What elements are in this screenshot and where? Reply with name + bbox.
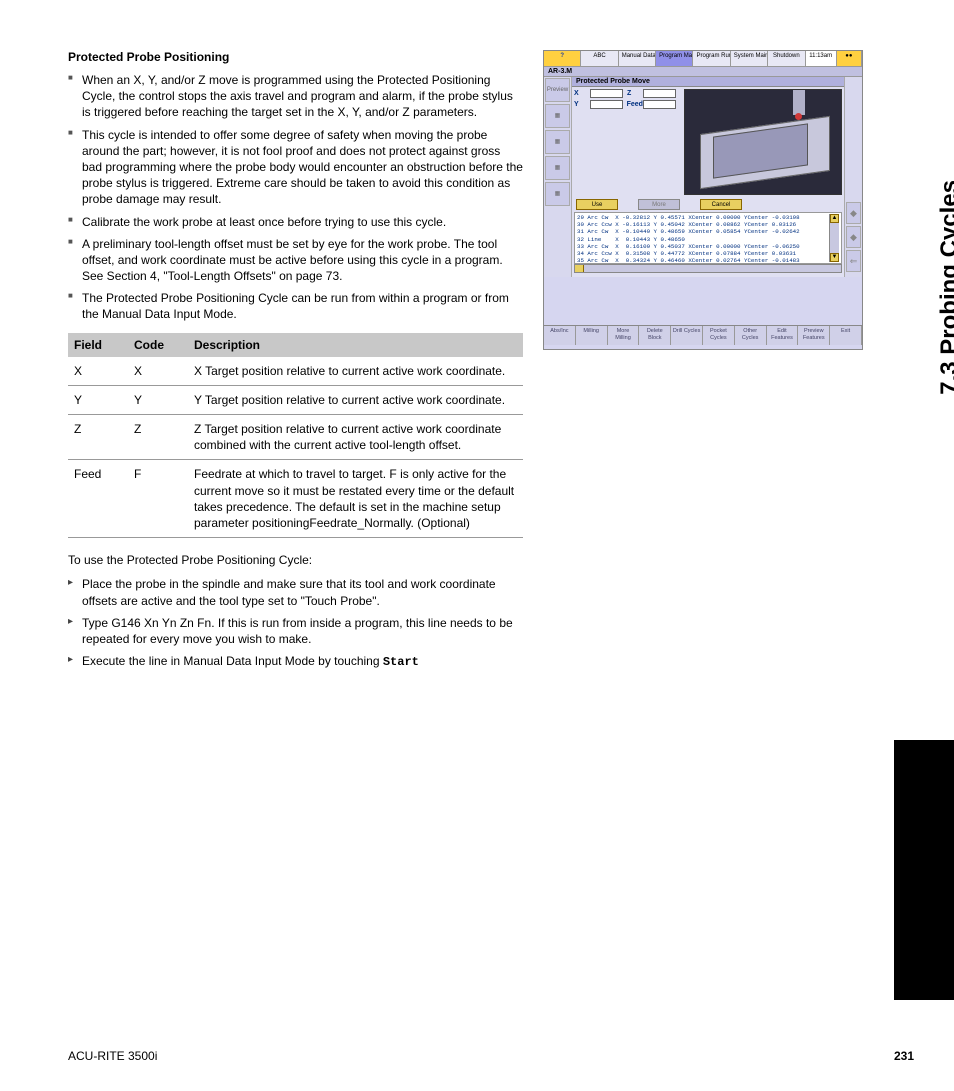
bottom-button[interactable]: Drill Cycles xyxy=(671,326,703,345)
cnc-screenshot: ? ABC Manual Data Input Program Manageme… xyxy=(543,50,863,350)
bullet-item: When an X, Y, and/or Z move is programme… xyxy=(68,72,523,121)
inputs-area: X Z Y Feed xyxy=(572,87,682,197)
scroll-down-icon[interactable]: ▼ xyxy=(830,253,839,262)
bottom-button[interactable]: Abs/Inc xyxy=(544,326,576,345)
cancel-button[interactable]: Cancel xyxy=(700,199,742,210)
bottom-button[interactable]: Milling xyxy=(576,326,608,345)
cell-field: Y xyxy=(68,385,128,414)
bottom-button[interactable]: Pocket Cycles xyxy=(703,326,735,345)
right-sidebar: ◆ ◆ ⇐ xyxy=(844,77,862,277)
topbar-item[interactable]: Manual Data Input xyxy=(619,51,656,66)
cell-code: Y xyxy=(128,385,188,414)
3d-probe-shaft xyxy=(793,90,805,115)
usage-intro: To use the Protected Probe Positioning C… xyxy=(68,552,523,568)
bullet-item: A preliminary tool-length offset must be… xyxy=(68,236,523,285)
more-button: More xyxy=(638,199,680,210)
cell-code: Z xyxy=(128,415,188,460)
3d-probe-tip xyxy=(795,113,802,120)
bottom-button[interactable]: More Milling xyxy=(608,326,640,345)
3d-preview xyxy=(684,89,842,195)
topbar-item[interactable]: Program Run xyxy=(693,51,730,66)
arrow-item: Execute the line in Manual Data Input Mo… xyxy=(68,653,523,670)
cell-desc: Y Target position relative to current ac… xyxy=(188,385,523,414)
arrow-item: Place the probe in the spindle and make … xyxy=(68,576,523,608)
panel-title: Protected Probe Move xyxy=(572,77,844,87)
left-sidebar: Preview ▦ ▦ ▦ ▦ xyxy=(544,77,572,277)
footer-page-number: 231 xyxy=(894,1049,914,1063)
input-label-feed: Feed xyxy=(627,101,643,108)
side-nav-button[interactable]: ◆ xyxy=(846,202,861,224)
input-label-y: Y xyxy=(574,101,590,108)
input-x[interactable] xyxy=(590,89,623,98)
cell-field: X xyxy=(68,357,128,386)
cell-desc: Z Target position relative to current ac… xyxy=(188,415,523,460)
vscrollbar[interactable]: ▲▼ xyxy=(829,214,839,262)
side-nav-button[interactable]: ◆ xyxy=(846,226,861,248)
bullet-item: Calibrate the work probe at least once b… xyxy=(68,214,523,230)
scroll-up-icon[interactable]: ▲ xyxy=(830,214,839,223)
side-nav-button[interactable]: ⇐ xyxy=(846,250,861,272)
table-header-desc: Description xyxy=(188,333,523,357)
footer-product: ACU-RITE 3500i xyxy=(68,1049,157,1063)
chapter-side-title: 7.3 Probing Cycles xyxy=(936,180,954,395)
side-button-preview[interactable]: Preview xyxy=(545,78,570,102)
side-button[interactable]: ▦ xyxy=(545,182,570,206)
arrow-item: Type G146 Xn Yn Zn Fn. If this is run fr… xyxy=(68,615,523,647)
bottom-button[interactable]: Exit xyxy=(830,326,862,345)
topbar-status: ●● xyxy=(837,51,862,66)
table-header-field: Field xyxy=(68,333,128,357)
cell-field: Z xyxy=(68,415,128,460)
table-row: Y Y Y Target position relative to curren… xyxy=(68,385,523,414)
bottom-button[interactable]: Edit Features xyxy=(767,326,799,345)
input-z[interactable] xyxy=(643,89,676,98)
program-text: 29 Arc Cw X -0.32812 Y 0.45571 XCenter 0… xyxy=(577,214,829,262)
table-row: Z Z Z Target position relative to curren… xyxy=(68,415,523,460)
field-code-table: Field Code Description X X X Target posi… xyxy=(68,333,523,539)
bottom-button[interactable]: Preview Features xyxy=(798,326,830,345)
topbar-item[interactable]: System Maintenance xyxy=(731,51,768,66)
topbar-time: 11:13am xyxy=(806,51,837,66)
cell-desc: Feedrate at which to travel to target. F… xyxy=(188,460,523,538)
arrow-list: Place the probe in the spindle and make … xyxy=(68,576,523,670)
bullet-item: This cycle is intended to offer some deg… xyxy=(68,127,523,208)
input-y[interactable] xyxy=(590,100,623,109)
program-listing: 29 Arc Cw X -0.32812 Y 0.45571 XCenter 0… xyxy=(574,212,842,264)
side-button[interactable]: ▦ xyxy=(545,104,570,128)
side-button[interactable]: ▦ xyxy=(545,130,570,154)
input-label-z: Z xyxy=(627,90,643,97)
screenshot-topbar: ? ABC Manual Data Input Program Manageme… xyxy=(544,51,862,67)
bottom-button[interactable]: Other Cycles xyxy=(735,326,767,345)
bullet-item: The Protected Probe Positioning Cycle ca… xyxy=(68,290,523,322)
scroll-left-icon[interactable] xyxy=(575,265,584,272)
program-name-line: AR-3.M xyxy=(544,67,862,77)
bottom-toolbar: Abs/Inc Milling More Milling Delete Bloc… xyxy=(544,325,862,345)
hscrollbar[interactable] xyxy=(574,264,842,273)
bullet-list: When an X, Y, and/or Z move is programme… xyxy=(68,72,523,323)
cell-code: F xyxy=(128,460,188,538)
start-keyword: Start xyxy=(383,655,419,669)
side-button[interactable]: ▦ xyxy=(545,156,570,180)
table-row: X X X Target position relative to curren… xyxy=(68,357,523,386)
topbar-item-active[interactable]: Program Management xyxy=(656,51,693,66)
topbar-item[interactable]: Shutdown xyxy=(768,51,805,66)
table-row: Feed F Feedrate at which to travel to ta… xyxy=(68,460,523,538)
cell-desc: X Target position relative to current ac… xyxy=(188,357,523,386)
topbar-item[interactable]: ABC xyxy=(581,51,618,66)
input-feed[interactable] xyxy=(643,100,676,109)
input-label-x: X xyxy=(574,90,590,97)
cell-field: Feed xyxy=(68,460,128,538)
section-heading: Protected Probe Positioning xyxy=(68,50,523,64)
cell-code: X xyxy=(128,357,188,386)
use-button[interactable]: Use xyxy=(576,199,618,210)
table-header-code: Code xyxy=(128,333,188,357)
page-side-tab xyxy=(894,740,954,1000)
bottom-button[interactable]: Delete Block xyxy=(639,326,671,345)
help-icon[interactable]: ? xyxy=(544,51,581,66)
